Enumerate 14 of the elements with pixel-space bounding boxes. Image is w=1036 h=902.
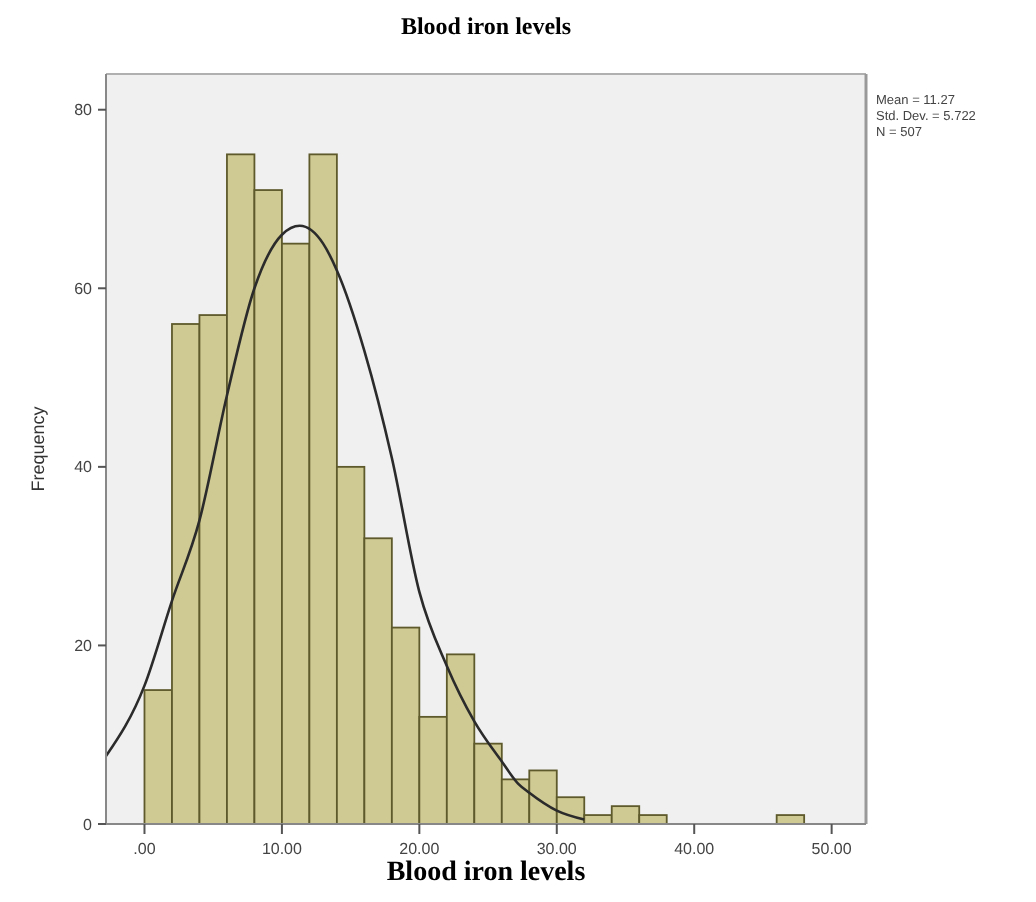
x-tick-label: 40.00 bbox=[674, 840, 716, 858]
x-tick-label: 30.00 bbox=[536, 840, 578, 858]
x-tick-label: 10.00 bbox=[261, 840, 304, 858]
y-tick-label: 20 bbox=[74, 637, 94, 656]
chart-title: Blood iron levels bbox=[400, 12, 572, 40]
x-tick-label: .00 bbox=[133, 840, 157, 858]
y-tick-label: 0 bbox=[83, 815, 94, 834]
y-axis-title: Frequency bbox=[28, 405, 48, 492]
y-tick-label: 40 bbox=[74, 458, 94, 477]
y-tick-label: 60 bbox=[74, 279, 94, 298]
x-tick-label: 50.00 bbox=[811, 840, 853, 858]
y-tick-label: 80 bbox=[74, 101, 94, 120]
x-axis-title: Blood iron levels bbox=[386, 858, 587, 888]
x-tick-label: 20.00 bbox=[399, 840, 441, 858]
